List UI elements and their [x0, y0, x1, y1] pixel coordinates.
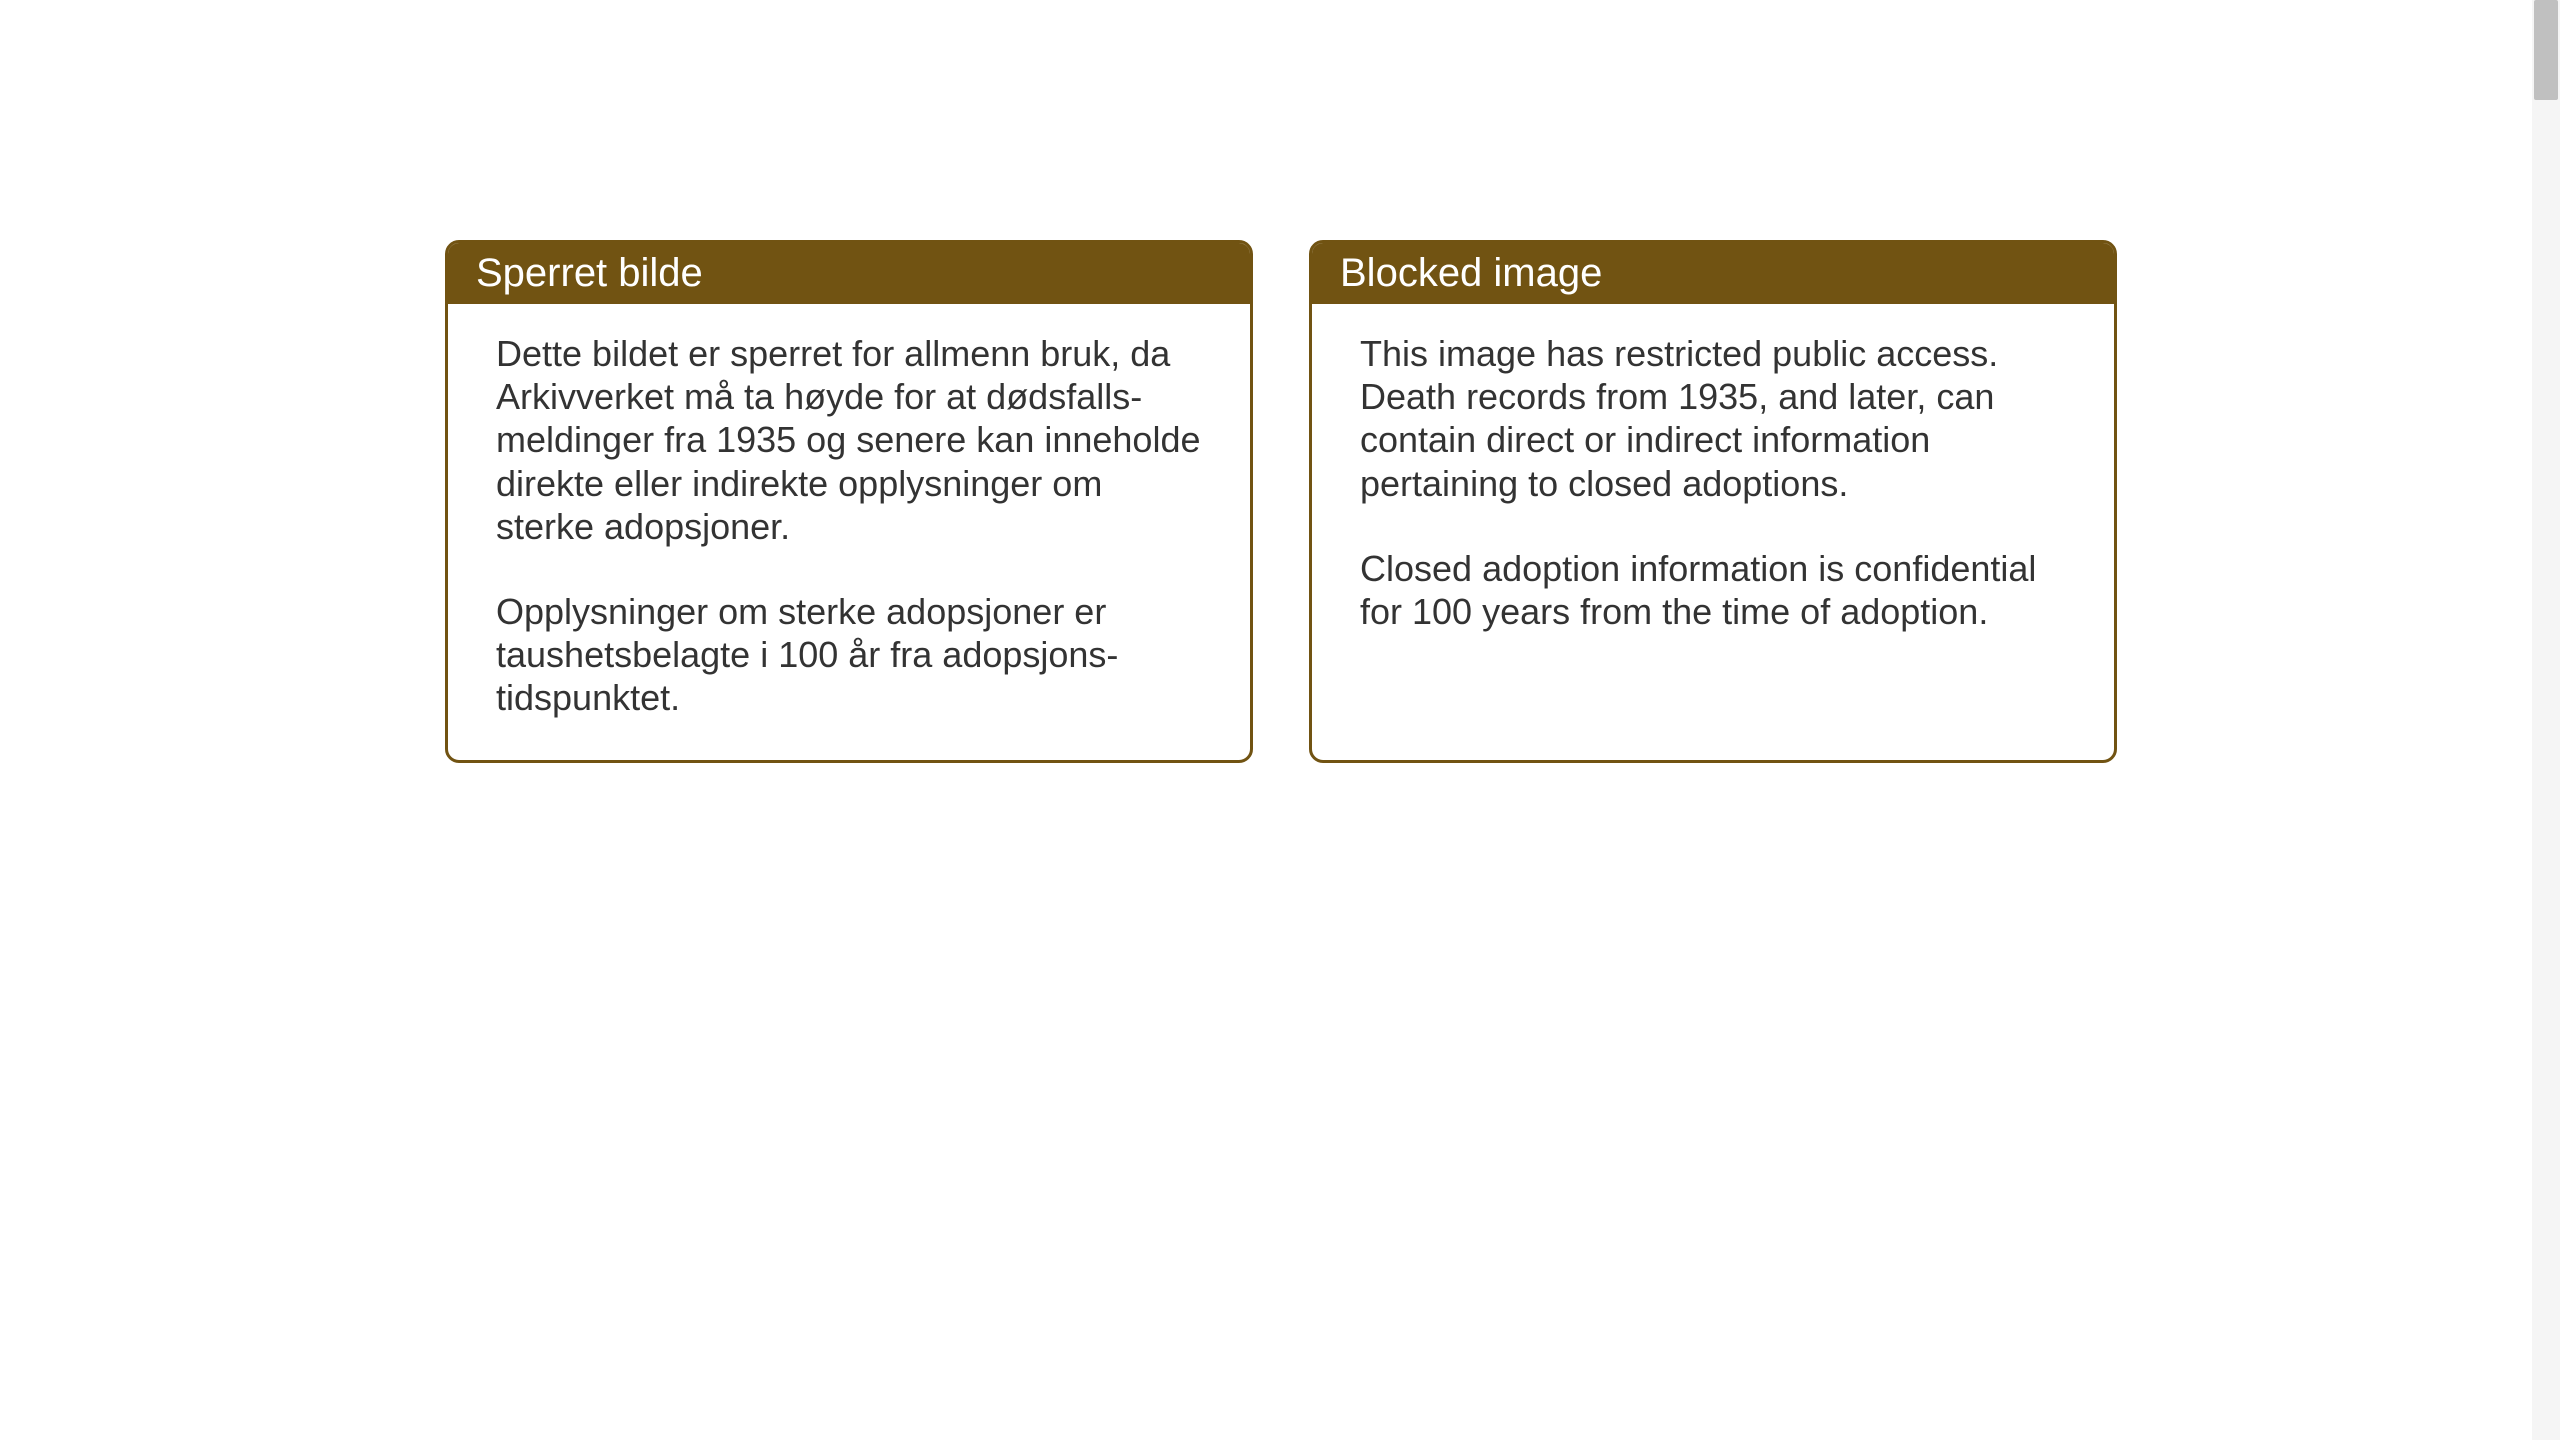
- notice-paragraph2-norwegian: Opplysninger om sterke adopsjoner er tau…: [496, 590, 1202, 720]
- scrollbar-track[interactable]: [2532, 0, 2560, 1440]
- notice-card-english: Blocked image This image has restricted …: [1309, 240, 2117, 763]
- notice-header-norwegian: Sperret bilde: [448, 243, 1250, 304]
- notice-card-norwegian: Sperret bilde Dette bildet er sperret fo…: [445, 240, 1253, 763]
- notice-container: Sperret bilde Dette bildet er sperret fo…: [445, 240, 2117, 763]
- notice-paragraph1-english: This image has restricted public access.…: [1360, 332, 2066, 505]
- notice-body-norwegian: Dette bildet er sperret for allmenn bruk…: [448, 304, 1250, 760]
- notice-paragraph2-english: Closed adoption information is confident…: [1360, 547, 2066, 633]
- notice-body-english: This image has restricted public access.…: [1312, 304, 2114, 673]
- notice-title-english: Blocked image: [1340, 251, 1602, 295]
- notice-header-english: Blocked image: [1312, 243, 2114, 304]
- notice-title-norwegian: Sperret bilde: [476, 251, 703, 295]
- notice-paragraph1-norwegian: Dette bildet er sperret for allmenn bruk…: [496, 332, 1202, 548]
- scrollbar-thumb[interactable]: [2534, 0, 2558, 100]
